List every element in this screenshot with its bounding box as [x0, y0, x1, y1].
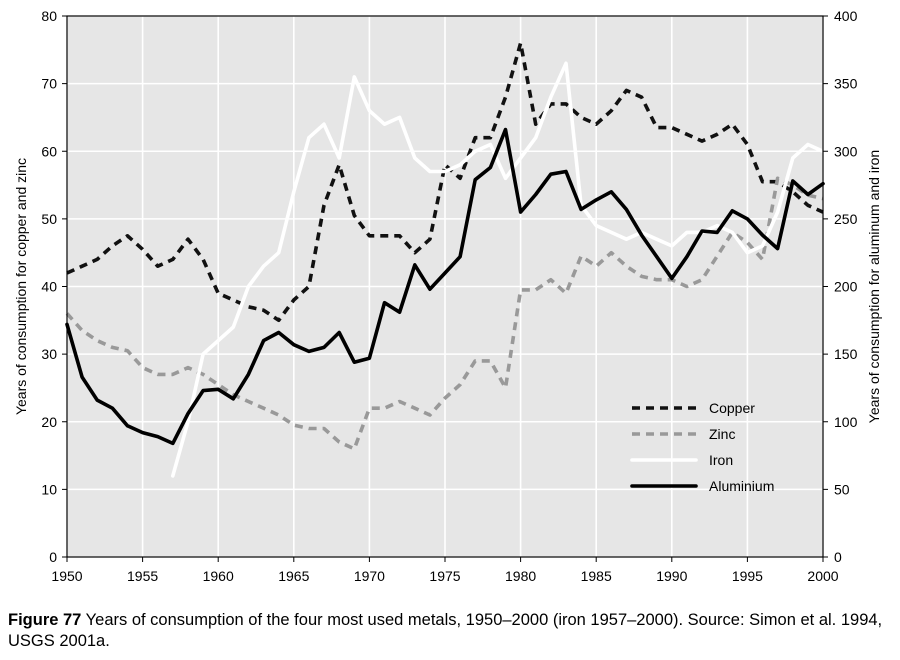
- series-line-aluminium: [65, 127, 825, 446]
- y-left-tick-label: 40: [41, 279, 57, 295]
- series-lines: [65, 41, 825, 478]
- y-left-tick-label: 30: [41, 346, 57, 362]
- caption-label: Figure 77: [8, 611, 82, 629]
- y-left-tick-label: 10: [41, 481, 57, 497]
- y-right-tick-label: 150: [834, 346, 858, 362]
- legend-label-zinc: Zinc: [709, 426, 735, 442]
- x-tick-label: 1975: [429, 568, 460, 584]
- x-tick-label: 1995: [732, 568, 763, 584]
- legend-label-aluminium: Aluminium: [709, 478, 774, 494]
- y-right-tick-label: 50: [834, 481, 850, 497]
- y-right-tick-label: 350: [834, 76, 858, 92]
- y-left-tick-label: 60: [41, 143, 57, 159]
- legend: Copper Zinc Iron Aluminium: [630, 400, 774, 494]
- y-right-tick-label: 400: [834, 8, 858, 24]
- x-tick-label: 1965: [278, 568, 309, 584]
- y-right-tick-label: 0: [834, 549, 842, 565]
- x-tick-label: 1950: [51, 568, 82, 584]
- y-left-tick-label: 20: [41, 414, 57, 430]
- y-right-tick-label: 300: [834, 143, 858, 159]
- x-tick-label: 1980: [505, 568, 536, 584]
- y-left-tick-label: 50: [41, 211, 57, 227]
- x-tick-label: 1960: [203, 568, 234, 584]
- y-right-axis-title: Years of consumption for aluminum and ir…: [866, 150, 882, 423]
- x-tick-label: 1970: [354, 568, 385, 584]
- figure-caption: Figure 77 Years of consumption of the fo…: [8, 610, 892, 652]
- x-tick-label: 1985: [581, 568, 612, 584]
- y-left-tick-label: 80: [41, 8, 57, 24]
- y-left-tick-label: 0: [49, 549, 57, 565]
- x-tick-label: 1990: [656, 568, 687, 584]
- chart: 1950 1955 1960 1965 1970 1975 1980 1985 1990 1995…: [13, 8, 882, 584]
- series-line-zinc: [65, 176, 824, 451]
- legend-label-copper: Copper: [709, 400, 755, 416]
- y-left-tick-label: 70: [41, 76, 57, 92]
- caption-text: Years of consumption of the four most us…: [8, 611, 883, 650]
- y-right-tick-label: 100: [834, 414, 858, 430]
- series-line-iron: [171, 61, 825, 478]
- legend-label-iron: Iron: [709, 452, 733, 468]
- y-left-axis-title: Years of consumption for copper and zinc: [13, 158, 29, 415]
- axis-ticks: 1950 1955 1960 1965 1970 1975 1980 1985 1990 1995…: [41, 8, 857, 584]
- x-tick-label: 2000: [807, 568, 838, 584]
- axis-titles: Years of consumption for copper and zinc…: [13, 150, 882, 423]
- y-right-tick-label: 250: [834, 211, 858, 227]
- x-tick-label: 1955: [127, 568, 158, 584]
- y-right-tick-label: 200: [834, 279, 858, 295]
